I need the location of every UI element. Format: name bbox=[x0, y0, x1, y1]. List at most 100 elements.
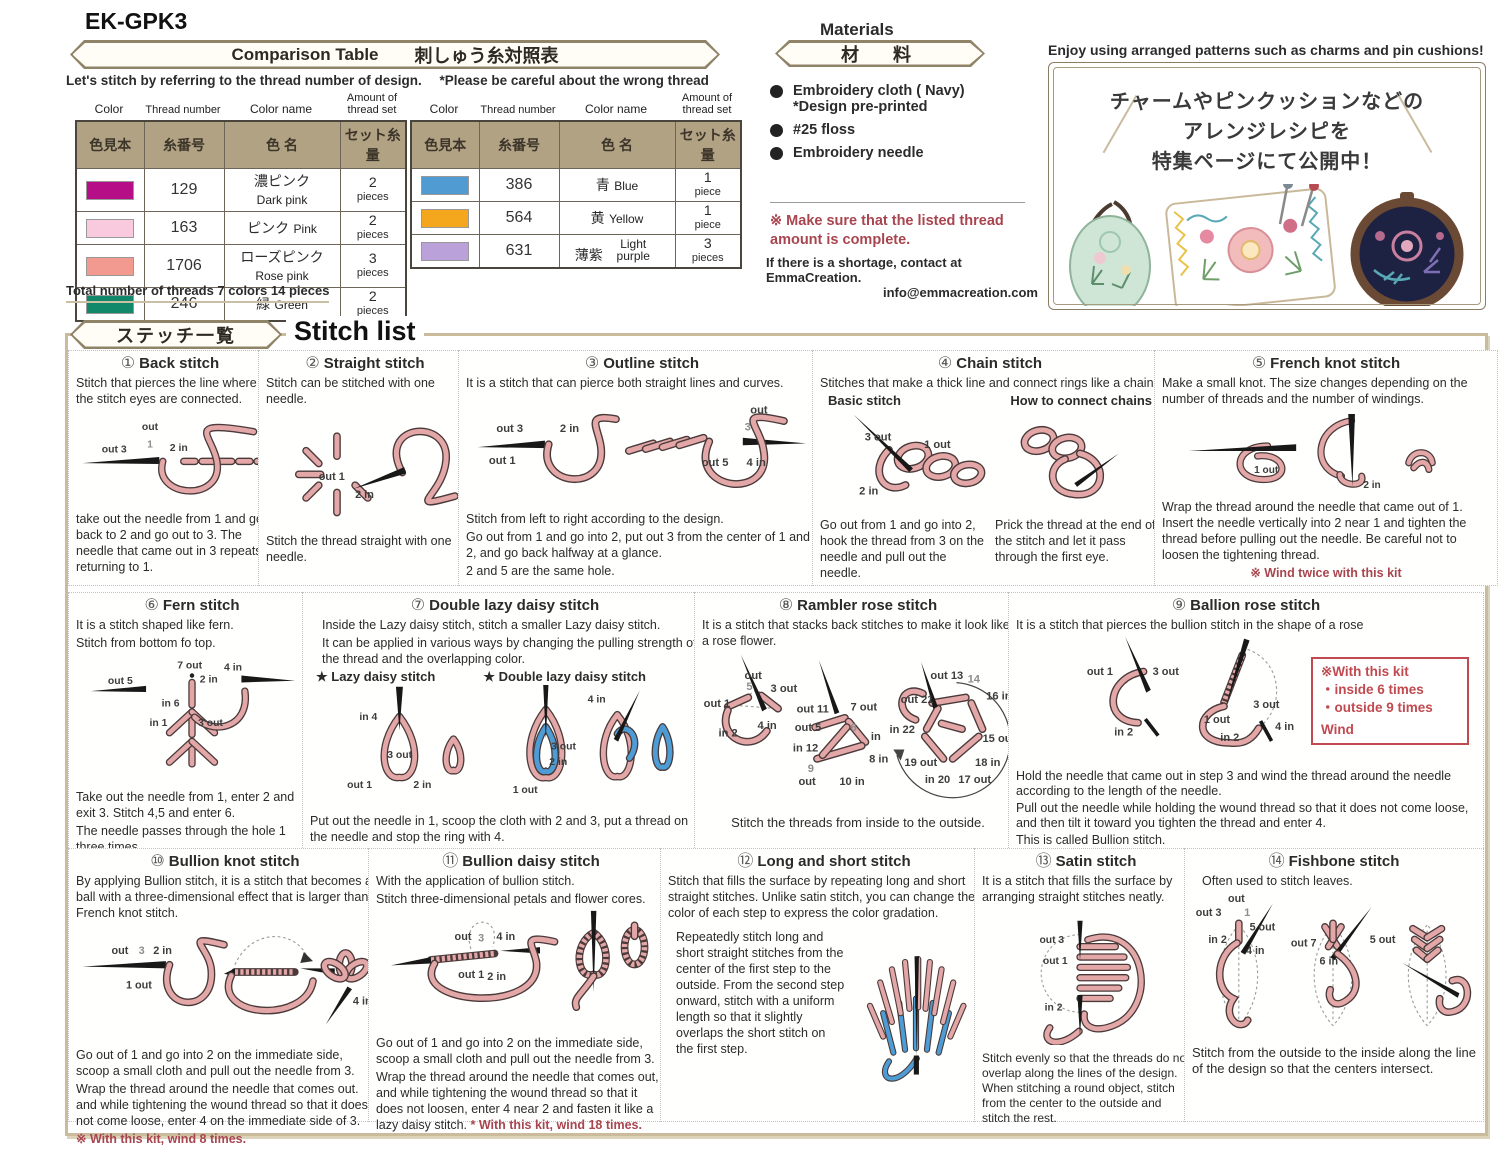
diagram-label: in 6 bbox=[162, 699, 180, 710]
diagram-label: out bbox=[142, 422, 159, 433]
stitch-section-ballion-rose: ⑨ Ballion rose stitch It is a stitch that… bbox=[1008, 592, 1484, 879]
diagram-label: 16 in bbox=[986, 690, 1012, 702]
stitch-section-rambler-rose: ⑧ Rambler rose stitch It is a stitch that… bbox=[694, 592, 1022, 854]
diagram-label: 14 bbox=[968, 674, 981, 686]
divider bbox=[770, 202, 1025, 203]
diagram-label: in 4 bbox=[359, 712, 377, 723]
materials-banner: 材 料 bbox=[775, 40, 985, 67]
thread-warning: ※ Make sure that the listed thread amoun… bbox=[770, 213, 1004, 248]
bullion-daisy-diagram: out 3 4 in out 1 2 in bbox=[390, 910, 649, 1012]
diagram-label: 2 in bbox=[170, 443, 188, 454]
contact-info: If there is a shortage, contact at EmmaC… bbox=[766, 255, 1038, 300]
color-swatch bbox=[86, 256, 135, 276]
stitch-list-title: Stitch list bbox=[286, 316, 424, 347]
comparison-title-en: Comparison Table bbox=[231, 44, 379, 64]
fern-stitch-diagram: out 5 7 out 2 in 4 in in 6 in 1 3 out bbox=[90, 661, 296, 768]
table-row: 631 薄紫 Light purple 3 pieces bbox=[410, 234, 742, 269]
diagram-label: 4 in bbox=[758, 720, 777, 732]
diagram-label: 2 in bbox=[153, 945, 172, 957]
diagram-label: out 1 bbox=[489, 455, 516, 467]
outline-stitch-diagram: out 3 2 in out 1 out 3 out 5 4 in bbox=[477, 405, 807, 488]
stitch-section-chain-stitch: ④ Chain stitch Stitches that make a thick… bbox=[812, 350, 1168, 586]
diagram-label: out 1 bbox=[458, 969, 484, 981]
diagram-label: 5 out bbox=[1370, 934, 1396, 946]
diagram-label: 3 out bbox=[387, 750, 412, 761]
materials-list: Embroidery cloth ( Navy) *Design pre-pri… bbox=[770, 76, 1050, 168]
diagram-label: 2 in bbox=[1363, 480, 1380, 491]
diagram-label: 10 in bbox=[839, 776, 865, 788]
materials-title: Materials bbox=[820, 20, 894, 39]
diagram-label: out 1 bbox=[1087, 666, 1113, 678]
diagram-label: 2 in bbox=[560, 423, 579, 435]
diagram-label: out bbox=[745, 670, 763, 682]
stitch-section-fern-stitch: ⑥ Fern stitch It is a stitch shaped like … bbox=[68, 592, 316, 854]
diagram-label: out bbox=[111, 945, 128, 957]
diagram-label: in 2 bbox=[1114, 727, 1133, 739]
diagram-label: out bbox=[1228, 893, 1245, 905]
diagram-label: 1 out bbox=[126, 979, 152, 991]
diagram-label: out 1 bbox=[1043, 956, 1068, 967]
diagram-label: 3 out bbox=[198, 718, 223, 729]
diagram-label: out 1 bbox=[319, 471, 345, 483]
diagram-label: in 20 bbox=[925, 774, 950, 786]
diagram-label: 3 bbox=[139, 945, 145, 957]
diagram-label: 2 in bbox=[859, 485, 878, 497]
stitch-list-box bbox=[65, 333, 1488, 1136]
diagram-label: out 1 bbox=[347, 780, 372, 791]
diagram-label: in 2 bbox=[719, 728, 738, 740]
diagram-label: in 2 bbox=[1220, 732, 1239, 744]
diagram-label: out 5 bbox=[108, 676, 133, 687]
stitch-section-fishbone: ⑭ Fishbone stitch Often used to stitch le… bbox=[1184, 848, 1484, 1122]
stitch-section-outline-stitch: ③ Outline stitch It is a stitch that can … bbox=[458, 350, 826, 586]
diagram-label: 4 in bbox=[588, 694, 606, 705]
stitch-list-banner: ステッチ一覧 bbox=[70, 320, 282, 349]
diagram-label: 2 in bbox=[200, 674, 218, 685]
table-row: 386 青 Blue 1 piece bbox=[410, 168, 742, 202]
bullet-icon bbox=[770, 124, 783, 137]
diagram-label: out 5 bbox=[702, 457, 729, 469]
back-stitch-diagram: out 3 out 1 2 in bbox=[82, 422, 268, 495]
diagram-label: in 22 bbox=[890, 724, 915, 736]
diagram-label: 7 out bbox=[177, 661, 202, 672]
diagram-label: 3 out bbox=[1253, 699, 1280, 711]
double-lazy-daisy-diagram: in 4 3 out out 1 2 in 4 in 3 out 2 in 1 … bbox=[347, 685, 674, 796]
diagram-label: 18 in bbox=[975, 757, 1001, 769]
diagram-label: out 7 bbox=[1291, 938, 1317, 950]
fishbone-diagram: out out 3 1 5 out in 2 4 in out 7 6 in 5… bbox=[1196, 893, 1472, 1029]
diagram-label: 4 in bbox=[747, 457, 766, 469]
stitch-section-bullion-knot: ⑩ Bullion knot stitch By applying Bullion… bbox=[68, 848, 382, 1146]
diagram-label: in 2 bbox=[1208, 934, 1227, 946]
kit-code: EK-GPK3 bbox=[85, 8, 188, 34]
diagram-label: in bbox=[871, 731, 881, 743]
promo-frame: チャームやピンクッションなどの アレンジレシピを 特集ページにて公開中！ bbox=[1048, 62, 1486, 310]
diagram-label: 4 in bbox=[353, 996, 372, 1008]
list-item: Embroidery needle bbox=[770, 145, 1050, 161]
diagram-label: 2 in bbox=[413, 780, 431, 791]
long-short-diagram bbox=[866, 956, 967, 1082]
diagram-label: 5 out bbox=[1250, 921, 1276, 933]
diagram-label: 4 in bbox=[496, 931, 515, 943]
total-threads: Total number of threads 7 colors 14 piec… bbox=[66, 283, 330, 303]
diagram-label: 1 bbox=[1244, 907, 1250, 919]
comparison-title-jp: 刺しゅう糸対照表 bbox=[414, 45, 559, 66]
color-swatch bbox=[421, 175, 470, 195]
promo-caption: Enjoy using arranged patterns such as ch… bbox=[1048, 42, 1484, 58]
diagram-label: 7 out bbox=[850, 701, 877, 713]
diagram-label: out bbox=[750, 405, 768, 417]
diagram-label: out 13 bbox=[930, 670, 963, 682]
diagram-label: 15 out bbox=[982, 733, 1012, 745]
bullet-icon bbox=[770, 147, 783, 160]
diagram-label: 3 bbox=[745, 421, 751, 433]
chain-stitch-diagram: 3 out 1 out 2 in bbox=[853, 414, 1119, 499]
diagram-label: 19 out bbox=[904, 757, 937, 769]
right-table-en-headers: Color Thread number Color name Amount of… bbox=[429, 92, 733, 116]
color-swatch bbox=[86, 218, 135, 238]
diagram-label: out bbox=[798, 776, 816, 788]
thread-table-left: 色見本 糸番号 色 名 セット糸量 129 濃ピンク Dark pink 2 p… bbox=[75, 120, 407, 322]
bullet-icon bbox=[770, 85, 783, 98]
diagram-label: 3 out bbox=[1153, 666, 1180, 678]
rambler-rose-diagram: out 5 3 out out 1 in 2 4 in out 11 7 out… bbox=[704, 654, 1016, 799]
diagram-label: out 3 bbox=[496, 423, 523, 435]
diagram-label: out 3 bbox=[102, 445, 127, 456]
stitch-section-french-knot: ⑤ French knot stitch Make a small knot. T… bbox=[1154, 350, 1498, 586]
